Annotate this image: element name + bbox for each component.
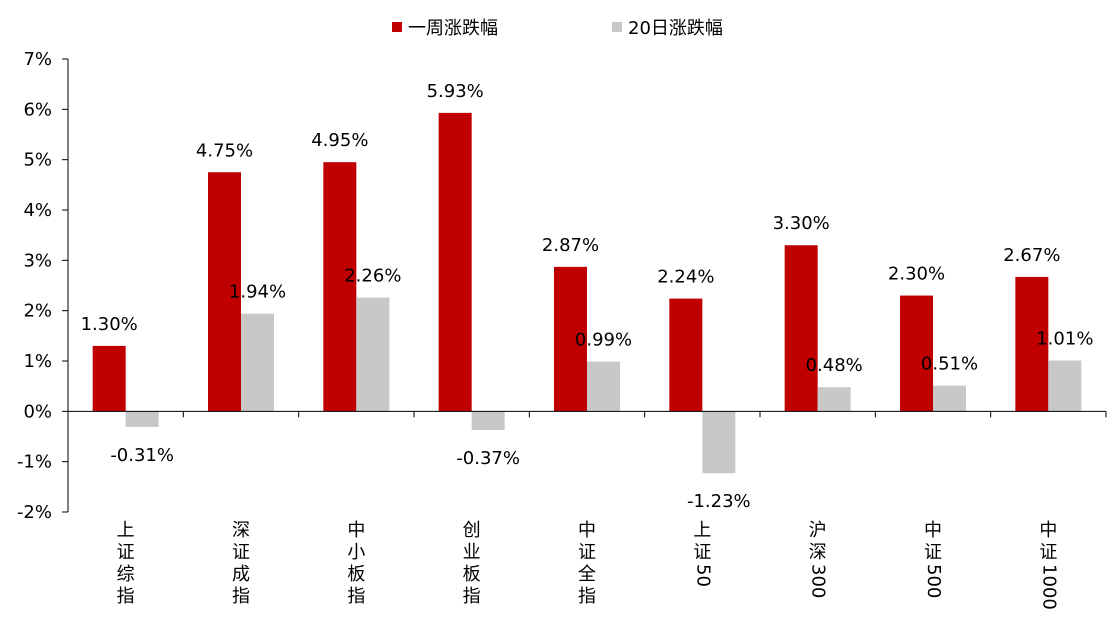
data-label-20day: 0.99%: [575, 330, 632, 351]
x-category-label-char: 板: [347, 564, 365, 585]
bar-weekly: [900, 295, 933, 412]
x-category-label-char: 中: [347, 520, 365, 541]
legend-item-weekly: 一周涨跌幅: [392, 14, 498, 40]
y-tick-label: 7%: [23, 49, 52, 70]
x-category-label-digits: 50: [692, 564, 713, 587]
x-category-label-digits: 1000: [1038, 564, 1059, 610]
bar-weekly: [784, 245, 818, 412]
bar-weekly: [92, 345, 126, 412]
bar-weekly: [208, 172, 241, 412]
data-label-weekly: 2.30%: [888, 264, 945, 285]
data-label-20day: -1.23%: [687, 491, 751, 512]
x-category-label-char: 证: [693, 542, 711, 563]
y-tick-label: 0%: [23, 401, 52, 422]
bar-20day: [702, 411, 736, 474]
x-category-label-char: 综: [117, 564, 135, 585]
x-category-label-char: 指: [232, 586, 250, 607]
data-label-20day: 0.48%: [806, 355, 863, 376]
data-label-weekly: 2.67%: [1003, 245, 1060, 266]
bar-weekly: [554, 266, 587, 412]
data-label-20day: -0.31%: [110, 445, 174, 466]
x-category-label-char: 小: [347, 542, 365, 563]
data-label-weekly: 3.30%: [773, 213, 830, 234]
y-tick-label: 3%: [23, 250, 52, 271]
x-category-label-char: 指: [117, 586, 135, 607]
x-category-label-char: 沪: [809, 520, 827, 541]
x-category-label-digits: 500: [923, 564, 944, 598]
x-category-label-char: 证: [117, 542, 135, 563]
x-category-label-char: 成: [232, 564, 250, 585]
data-label-weekly: 4.75%: [196, 140, 253, 161]
x-category-label-char: 证: [578, 542, 596, 563]
data-label-20day: 0.51%: [921, 354, 978, 375]
x-category-label-char: 中: [1039, 520, 1057, 541]
bar-20day: [587, 361, 620, 412]
y-tick-label: 1%: [23, 351, 52, 372]
y-tick-label: -2%: [17, 502, 52, 523]
data-label-20day: 1.94%: [229, 282, 286, 303]
x-category-label-char: 上: [117, 520, 135, 541]
bar-weekly: [323, 162, 357, 412]
x-category-label-char: 指: [463, 586, 481, 607]
bar-weekly: [669, 298, 703, 412]
x-category-label-char: 证: [1039, 542, 1057, 563]
data-label-20day: 1.01%: [1036, 328, 1093, 349]
x-category-label-char: 深: [232, 520, 250, 541]
data-label-weekly: 4.95%: [311, 130, 368, 151]
y-tick-label: 6%: [23, 99, 52, 120]
x-category-label-char: 深: [809, 542, 827, 563]
x-category-label-char: 板: [463, 564, 481, 585]
x-category-label-char: 上: [693, 520, 711, 541]
bar-20day: [471, 411, 505, 430]
legend-swatch-weekly: [392, 22, 402, 32]
x-category-label-char: 证: [232, 542, 250, 563]
y-tick-label: 4%: [23, 200, 52, 221]
x-category-label-char: 中: [924, 520, 942, 541]
x-category-label-char: 指: [578, 586, 596, 607]
bar-20day: [933, 385, 966, 412]
bar-20day: [356, 297, 390, 412]
x-category-label-digits: 300: [808, 564, 829, 598]
bar-20day: [1048, 360, 1082, 412]
x-category-label-char: 业: [463, 542, 481, 563]
x-category-label-char: 指: [347, 586, 365, 607]
data-label-weekly: 1.30%: [81, 314, 138, 335]
legend-swatch-20day: [612, 22, 622, 32]
data-label-weekly: 5.93%: [427, 81, 484, 102]
data-label-20day: -0.37%: [456, 448, 520, 469]
legend: 一周涨跌幅 20日涨跌幅: [0, 14, 1119, 40]
y-tick-label: -1%: [17, 452, 52, 473]
legend-label-20day: 20日涨跌幅: [628, 18, 723, 39]
legend-item-20day: 20日涨跌幅: [612, 14, 723, 40]
bar-20day: [817, 387, 851, 412]
y-tick-label: 2%: [23, 301, 52, 322]
data-label-weekly: 2.24%: [657, 267, 714, 288]
bar-20day: [125, 411, 159, 427]
data-label-20day: 2.26%: [344, 266, 401, 287]
x-category-label-char: 中: [578, 520, 596, 541]
bar-20day: [241, 313, 274, 412]
bar-weekly: [1015, 276, 1049, 412]
legend-label-weekly: 一周涨跌幅: [408, 18, 498, 39]
x-category-label-char: 证: [924, 542, 942, 563]
x-category-label-char: 全: [578, 564, 596, 585]
y-tick-label: 5%: [23, 150, 52, 171]
data-label-weekly: 2.87%: [542, 235, 599, 256]
x-category-label-char: 创: [463, 520, 481, 541]
bar-weekly: [438, 112, 472, 412]
